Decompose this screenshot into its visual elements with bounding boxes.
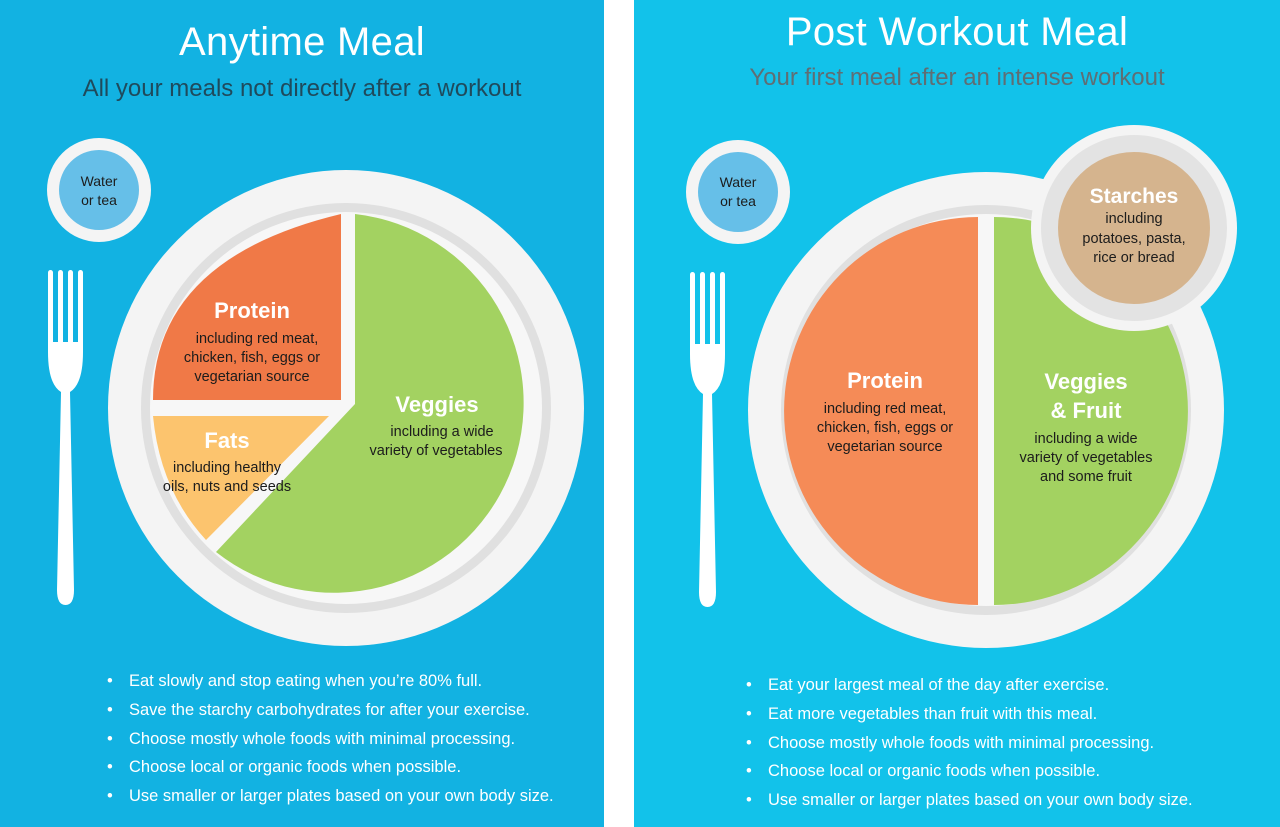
svg-text:chicken, fish, eggs or: chicken, fish, eggs or [817, 420, 953, 436]
anytime-meal-plate-diagram: Water or tea Protein including red meat, [47, 138, 584, 646]
protein-label-right: Protein including red meat, chicken, fis… [817, 368, 953, 455]
svg-text:variety of vegetables: variety of vegetables [1020, 450, 1153, 466]
svg-text:potatoes, pasta,: potatoes, pasta, [1082, 231, 1185, 247]
post-workout-plate-diagram: Water or tea Starches including [686, 125, 1237, 648]
veggies-segment-left [216, 214, 524, 593]
svg-text:and some fruit: and some fruit [1040, 469, 1132, 485]
post-workout-meal-panel: Post Workout Meal Your first meal after … [634, 0, 1280, 827]
svg-text:Veggies: Veggies [395, 392, 478, 417]
protein-segment-right [784, 217, 978, 605]
water-line-2: or tea [81, 192, 117, 208]
anytime-meal-tips: Eat slowly and stop eating when you’re 8… [107, 667, 554, 811]
svg-text:vegetarian source: vegetarian source [827, 439, 942, 455]
post-workout-meal-title: Post Workout Meal [785, 10, 1129, 54]
svg-text:& Fruit: & Fruit [1051, 398, 1123, 423]
water-cup-left: Water or tea [47, 138, 151, 242]
anytime-meal-panel: Anytime Meal All your meals not directly… [0, 0, 604, 827]
tip-item: Eat more vegetables than fruit with this… [746, 700, 1193, 729]
svg-text:vegetarian source: vegetarian source [194, 369, 309, 385]
tip-item: Save the starchy carbohydrates for after… [107, 696, 554, 725]
svg-text:oils, nuts and seeds: oils, nuts and seeds [163, 479, 291, 495]
tip-item: Eat slowly and stop eating when you’re 8… [107, 667, 554, 696]
fork-icon [690, 272, 725, 607]
fats-segment-left [153, 416, 329, 540]
svg-text:including healthy: including healthy [173, 460, 282, 476]
svg-text:Veggies: Veggies [1044, 369, 1127, 394]
anytime-meal-subtitle: All your meals not directly after a work… [82, 75, 522, 102]
tip-item: Use smaller or larger plates based on yo… [107, 782, 554, 811]
svg-text:variety of vegetables: variety of vegetables [370, 443, 503, 459]
tip-item: Use smaller or larger plates based on yo… [746, 786, 1193, 815]
veggies-fruit-label-right: Veggies & Fruit including a wide variety… [1020, 369, 1153, 485]
water-cup-right: Water or tea [686, 140, 790, 244]
anytime-meal-title: Anytime Meal [179, 20, 425, 64]
tip-item: Choose local or organic foods when possi… [107, 753, 554, 782]
svg-text:rice or bread: rice or bread [1093, 250, 1174, 266]
water-line-1: Water [81, 173, 118, 189]
svg-text:Starches: Starches [1090, 185, 1179, 208]
svg-text:including: including [1105, 211, 1162, 227]
fats-label-left: Fats including healthy oils, nuts and se… [163, 428, 291, 495]
veggies-label-left: Veggies including a wide variety of vege… [370, 392, 503, 459]
svg-text:including a wide: including a wide [1034, 431, 1137, 447]
svg-text:Protein: Protein [214, 298, 290, 323]
svg-text:including red meat,: including red meat, [196, 331, 319, 347]
svg-text:Fats: Fats [204, 428, 249, 453]
svg-text:chicken, fish, eggs or: chicken, fish, eggs or [184, 350, 320, 366]
tip-item: Choose local or organic foods when possi… [746, 757, 1193, 786]
tip-item: Choose mostly whole foods with minimal p… [746, 729, 1193, 758]
water-line-2: or tea [720, 193, 756, 209]
water-line-1: Water [720, 174, 757, 190]
post-workout-meal-tips: Eat your largest meal of the day after e… [746, 671, 1193, 815]
starches-bowl: Starches including potatoes, pasta, rice… [1031, 125, 1237, 331]
tip-item: Eat your largest meal of the day after e… [746, 671, 1193, 700]
protein-label-left: Protein including red meat, chicken, fis… [184, 298, 320, 385]
post-workout-meal-subtitle: Your first meal after an intense workout [749, 64, 1165, 91]
fork-icon [48, 270, 83, 605]
tip-item: Choose mostly whole foods with minimal p… [107, 725, 554, 754]
protein-segment-left [153, 214, 341, 400]
svg-text:Protein: Protein [847, 368, 923, 393]
svg-text:including red meat,: including red meat, [824, 401, 947, 417]
svg-text:including a wide: including a wide [390, 424, 493, 440]
